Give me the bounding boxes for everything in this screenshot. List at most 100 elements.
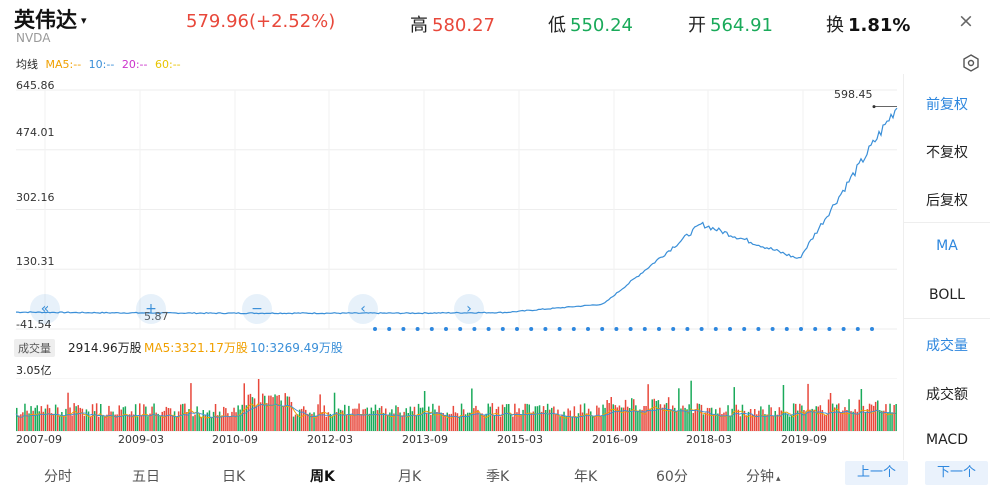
volume-bar xyxy=(676,410,678,431)
rp-item-forward-adjusted[interactable]: 前复权 xyxy=(926,97,968,113)
volume-bar xyxy=(807,383,809,431)
rp-item-ma[interactable]: MA xyxy=(936,238,958,254)
volume-bar xyxy=(690,380,692,431)
volume-bar xyxy=(590,411,592,431)
price-axis-label: 130.31 xyxy=(16,255,55,268)
volume-bar xyxy=(561,414,563,431)
scroll-dot xyxy=(486,327,491,331)
volume-bar xyxy=(674,407,676,431)
volume-bar xyxy=(278,395,280,431)
volume-bar xyxy=(836,404,838,431)
rp-item-amount[interactable]: 成交额 xyxy=(926,387,968,403)
next-button[interactable]: 下一个 xyxy=(925,461,988,485)
volume-bar xyxy=(512,416,514,431)
volume-bar xyxy=(212,411,215,431)
volume-bar xyxy=(631,398,633,431)
volume-bar xyxy=(555,413,557,431)
volume-bar xyxy=(620,407,623,431)
tab-monthly-k[interactable]: 月K xyxy=(398,469,422,485)
volume-bar xyxy=(126,415,129,431)
volume-bar xyxy=(18,415,20,431)
volume-bar xyxy=(136,416,139,431)
scroll-dot xyxy=(770,327,775,331)
volume-bar xyxy=(733,387,735,431)
volume-bar xyxy=(717,413,719,431)
volume-bar xyxy=(856,411,858,431)
volume-bar xyxy=(389,412,391,431)
price-chart[interactable] xyxy=(0,74,902,336)
stock-name[interactable]: 英伟达 ▾ xyxy=(14,8,87,32)
scroll-left-icon[interactable]: ‹ xyxy=(348,294,378,324)
scroll-dot xyxy=(628,327,633,331)
volume-bar xyxy=(419,407,422,431)
volume-bar xyxy=(417,403,420,431)
tab-yearly-k[interactable]: 年K xyxy=(574,469,598,485)
volume-chart[interactable] xyxy=(0,378,902,432)
volume-bar xyxy=(190,383,192,431)
dropdown-caret-icon[interactable]: ▾ xyxy=(81,14,87,27)
volume-bar xyxy=(165,406,168,431)
tab-60min[interactable]: 60分 xyxy=(656,469,688,485)
volume-bar xyxy=(225,408,227,431)
volume-bar xyxy=(729,415,731,431)
volume-bar xyxy=(672,405,674,431)
scroll-dot xyxy=(699,327,704,331)
prev-button[interactable]: 上一个 xyxy=(845,461,908,485)
high-stat: 高 580.27 xyxy=(410,15,495,36)
low-stat: 低 550.24 xyxy=(548,15,633,36)
volume-bar xyxy=(206,412,209,431)
volume-bar xyxy=(317,404,319,431)
volume-bar xyxy=(116,414,118,431)
volume-bar xyxy=(483,415,485,431)
volume-bar xyxy=(762,409,764,431)
volume-bar xyxy=(700,404,703,431)
volume-bar xyxy=(436,412,438,431)
volume-bar xyxy=(122,407,125,431)
volume-bar xyxy=(823,415,826,431)
scroll-dot xyxy=(799,327,803,331)
close-icon[interactable]: × xyxy=(958,10,974,32)
rp-item-boll[interactable]: BOLL xyxy=(929,287,965,303)
volume-bar xyxy=(38,411,40,431)
scroll-left-fast-icon[interactable]: « xyxy=(30,294,60,324)
zoom-out-icon[interactable]: − xyxy=(242,294,272,324)
tab-daily-k[interactable]: 日K xyxy=(222,469,246,485)
volume-bar xyxy=(784,412,787,431)
volume-bar xyxy=(188,409,190,431)
minute-caret-icon: ▴ xyxy=(776,474,781,484)
tab-quarterly-k[interactable]: 季K xyxy=(486,469,510,485)
volume-bar xyxy=(36,405,38,431)
volume-bar xyxy=(647,384,649,431)
tab-minute[interactable]: 分钟 ▴ xyxy=(746,469,781,485)
volume-bar xyxy=(157,413,159,431)
scroll-right-icon[interactable]: › xyxy=(454,294,484,324)
settings-icon[interactable] xyxy=(962,54,980,76)
volume-bar xyxy=(221,415,223,431)
volume-bar xyxy=(862,405,865,431)
volume-bar xyxy=(655,401,658,431)
volume-bar xyxy=(73,403,75,431)
rp-item-unadjusted[interactable]: 不复权 xyxy=(926,145,968,161)
tab-weekly-k[interactable]: 周K xyxy=(310,469,335,485)
scroll-dot xyxy=(472,327,477,331)
rp-item-backward-adjusted[interactable]: 后复权 xyxy=(926,193,968,209)
volume-bar xyxy=(141,415,143,431)
volume-bar xyxy=(462,409,465,431)
scroll-dot xyxy=(813,327,818,331)
volume-bar xyxy=(344,404,346,431)
tab-intraday[interactable]: 分时 xyxy=(44,469,72,485)
volume-bar xyxy=(102,414,104,431)
zoom-in-icon[interactable]: + xyxy=(136,294,166,324)
volume-bar xyxy=(163,410,166,431)
volume-bar xyxy=(311,413,313,431)
volume-ma5: MA5:3321.17万股 xyxy=(144,341,248,355)
rp-item-macd[interactable]: MACD xyxy=(926,432,968,448)
volume-bar xyxy=(79,407,81,431)
volume-bar xyxy=(628,408,631,431)
volume-bar xyxy=(727,405,729,431)
rp-item-volume[interactable]: 成交量 xyxy=(926,338,968,354)
volume-bar xyxy=(495,409,498,431)
tab-five-day[interactable]: 五日 xyxy=(132,469,160,485)
volume-bar xyxy=(530,413,532,431)
volume-bar xyxy=(801,405,803,431)
